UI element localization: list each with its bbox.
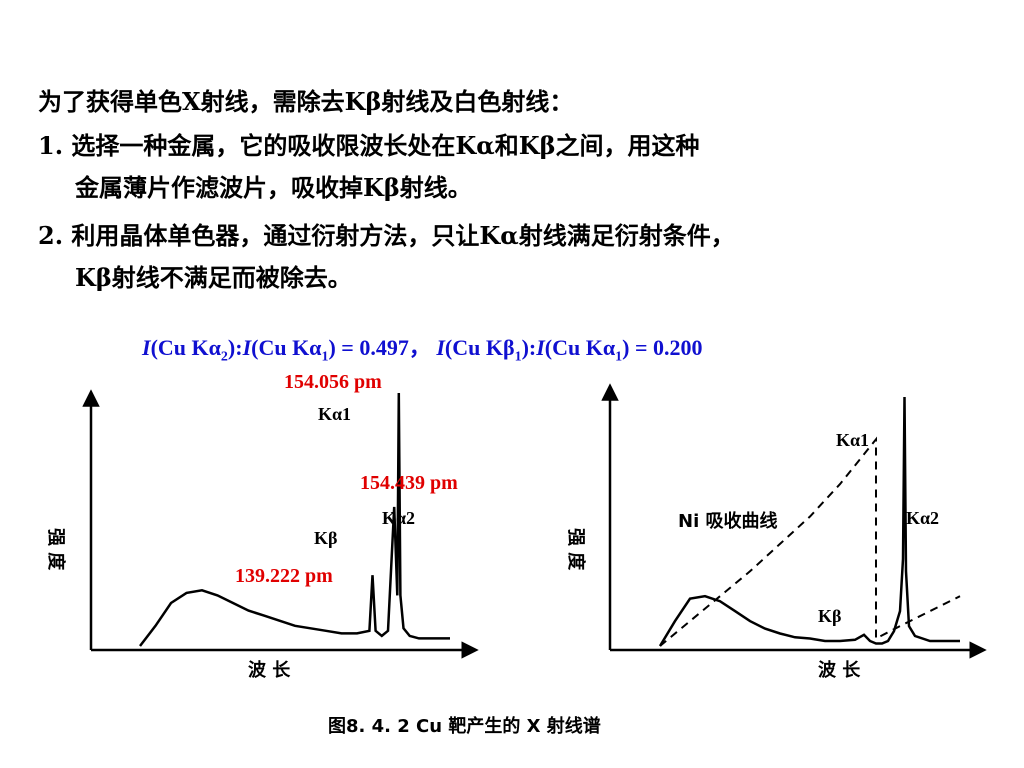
method-1-line-1: 1. 选择一种金属，它的吸收限波长处在Kα和Kβ之间，用这种 — [38, 131, 700, 160]
ni-absorption-label: Ni 吸收曲线 — [678, 510, 778, 532]
left-y-axis-label: 强 度 — [45, 528, 67, 571]
right-y-axis-label: 强 度 — [565, 528, 587, 571]
left-x-axis-label: 波 长 — [248, 659, 291, 681]
right-spectrum-line — [658, 396, 960, 647]
ratio-ka2-ka1-value: = 0.497， — [341, 335, 431, 360]
left-ka1-wavelength: 154.056 pm — [284, 371, 382, 393]
method-2-line-1: 2. 利用晶体单色器，通过衍射方法，只让Kα射线满足衍射条件， — [38, 221, 735, 250]
figure-caption: 图8. 4. 2 Cu 靶产生的 X 射线谱 — [328, 715, 601, 737]
left-kb-wavelength: 139.222 pm — [235, 565, 333, 587]
intensity-ratio-formula: I(Cu Kα2):I(Cu Kα1) = 0.497， I(Cu Kβ1):I… — [142, 335, 703, 365]
right-x-axis-label: 波 长 — [818, 659, 861, 681]
left-ka2-wavelength: 154.439 pm — [360, 472, 458, 494]
left-spectrum-line — [139, 392, 450, 647]
left-ka2-label: Kα2 — [382, 508, 415, 528]
right-ka1-label: Kα1 — [836, 430, 869, 450]
right-ka2-label: Kα2 — [906, 508, 939, 528]
ratio-kb-ka1-value: = 0.200 — [634, 335, 703, 360]
left-ka1-label: Kα1 — [318, 404, 351, 424]
left-chart: 强 度 波 长 Kα1 Kα2 Kβ 154.056 pm 154.439 pm… — [45, 371, 479, 681]
method-2-line-2: Kβ射线不满足而被除去。 — [75, 263, 352, 292]
right-chart: 强 度 波 长 Kα1 Kα2 Kβ Ni 吸收曲线 — [565, 383, 987, 681]
left-kb-label: Kβ — [314, 528, 337, 548]
right-kb-label: Kβ — [818, 606, 841, 626]
intro-line: 为了获得单色X射线，需除去Kβ射线及白色射线： — [38, 87, 574, 116]
ni-absorption-curve — [659, 436, 961, 647]
method-1-line-2: 金属薄片作滤波片，吸收掉Kβ射线。 — [75, 173, 472, 202]
